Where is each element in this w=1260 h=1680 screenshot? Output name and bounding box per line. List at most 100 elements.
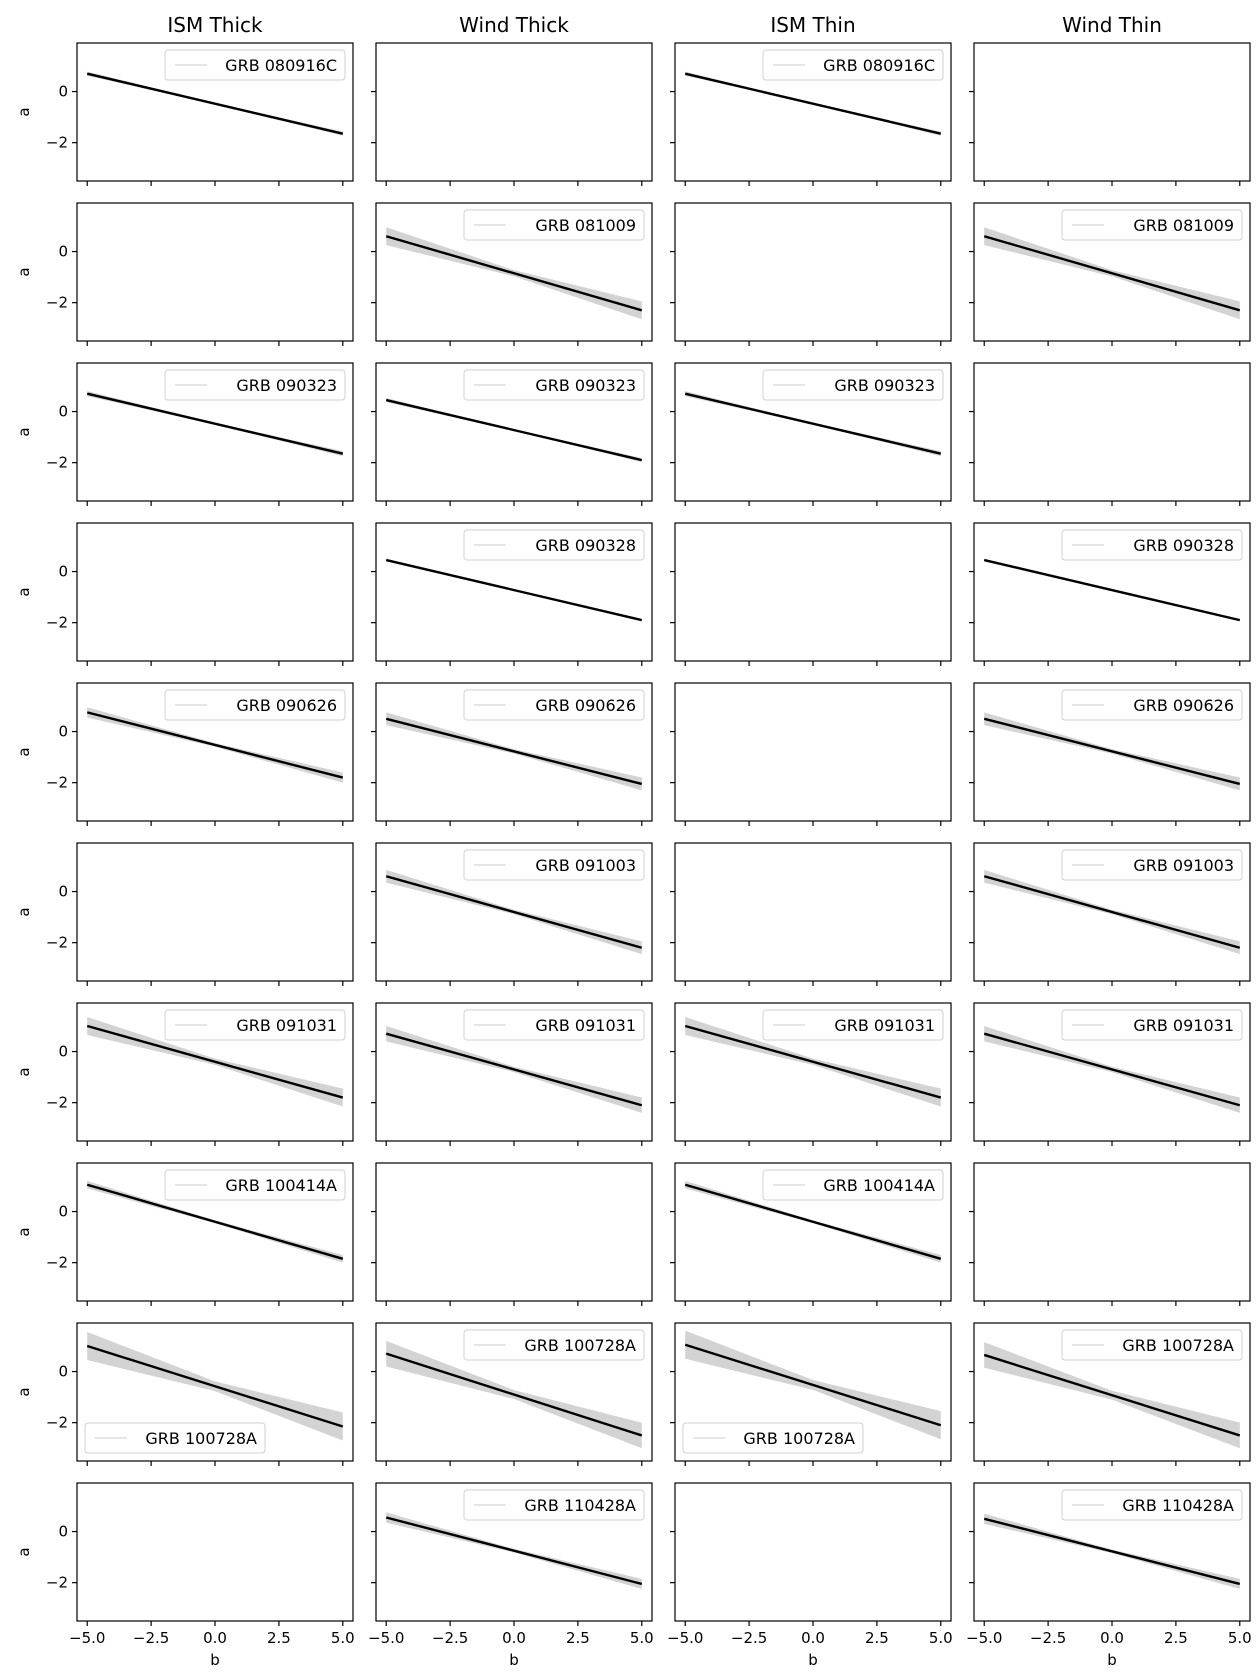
y-axis-label: a: [15, 107, 33, 116]
x-axis-label: b: [210, 1651, 220, 1669]
axes-frame: [674, 42, 952, 182]
panel-r2-c0: 0 −2 a GRB 090323: [15, 362, 354, 506]
panel-r8-c2: GRB 100728A: [670, 1322, 952, 1466]
axes-frame: [973, 42, 1251, 182]
legend-box: [1061, 1009, 1243, 1041]
panel-r8-c1: GRB 100728A: [371, 1322, 653, 1466]
panel-r5-c2: [670, 842, 952, 986]
fit-line: [385, 1352, 643, 1437]
panel-r1-c1: GRB 081009: [371, 202, 653, 346]
panel-r1-c2: [670, 202, 952, 346]
y-axis-label: a: [15, 747, 33, 756]
axes-frame: [76, 202, 354, 342]
x-tick-label: 2.5: [1164, 1629, 1188, 1647]
fit-line: [86, 392, 344, 455]
panel-r5-c0: 0 −2 a: [15, 842, 354, 986]
legend: GRB 100728A: [84, 1422, 266, 1454]
axes-frame: [375, 1482, 653, 1622]
legend: GRB 091003: [463, 849, 645, 881]
y-tick-label: 0: [58, 1043, 68, 1061]
legend: GRB 100728A: [682, 1422, 864, 1454]
x-tick-label: 2.5: [566, 1629, 590, 1647]
fit-line: [86, 1024, 344, 1099]
y-tick-label: −2: [46, 1574, 68, 1592]
y-tick-label: −2: [46, 614, 68, 632]
panel-r4-c0: 0 −2 a GRB 090626: [15, 682, 354, 826]
y-axis-label: a: [15, 587, 33, 596]
axes-frame: [76, 682, 354, 822]
axes-frame: [375, 1162, 653, 1302]
legend-label: GRB 090328: [1133, 536, 1234, 555]
panel-r9-c0: 0 −2 −5.0 −2.5 0.0 2.5 5.0 a b: [15, 1482, 355, 1669]
legend-box: [762, 1169, 944, 1201]
axes-frame: [674, 842, 952, 982]
legend: GRB 091031: [762, 1009, 944, 1041]
fit-line: [983, 1517, 1241, 1586]
x-tick-label: −2.5: [133, 1629, 169, 1647]
legend-box: [463, 1489, 645, 1521]
x-tick-label: −2.5: [731, 1629, 767, 1647]
column-title-ism-thick: ISM Thick: [167, 13, 263, 37]
axes-frame: [76, 362, 354, 502]
x-tick-label: 5.0: [331, 1629, 355, 1647]
axes-frame: [375, 202, 653, 342]
legend: GRB 100728A: [463, 1329, 645, 1361]
fit-line: [684, 1024, 942, 1099]
y-axis-label: a: [15, 1547, 33, 1556]
legend-box: [164, 1169, 346, 1201]
panel-r7-c0: 0 −2 a GRB 100414A: [15, 1162, 354, 1306]
panel-r3-c1: GRB 090328: [371, 522, 653, 666]
axes-frame: [76, 522, 354, 662]
axes-frame: [973, 1162, 1251, 1302]
legend-box: [463, 369, 645, 401]
axes-frame: [375, 42, 653, 182]
legend-box: [762, 1009, 944, 1041]
fit-line: [86, 711, 344, 779]
y-tick-label: −2: [46, 454, 68, 472]
axes-frame: [674, 362, 952, 502]
x-tick-label: −2.5: [432, 1629, 468, 1647]
y-tick-label: 0: [58, 883, 68, 901]
legend-label: GRB 090626: [236, 696, 337, 715]
legend-label: GRB 100728A: [524, 1336, 636, 1355]
panel-r0-c2: GRB 080916C: [670, 42, 952, 186]
panel-r1-c0: 0 −2 a: [15, 202, 354, 346]
panel-r8-c0: 0 −2 a GRB 100728A: [15, 1322, 354, 1466]
y-tick-label: 0: [58, 1363, 68, 1381]
legend-box: [84, 1422, 266, 1454]
axes-frame: [674, 1322, 952, 1462]
legend: GRB 080916C: [762, 49, 944, 81]
y-axis-label: a: [15, 1227, 33, 1236]
legend: GRB 091031: [463, 1009, 645, 1041]
y-tick-label: 0: [58, 403, 68, 421]
legend-label: GRB 081009: [535, 216, 636, 235]
fit-line: [684, 392, 942, 455]
legend-box: [1061, 1489, 1243, 1521]
legend: GRB 090323: [762, 369, 944, 401]
column-titles: ISM Thick Wind Thick ISM Thin Wind Thin: [167, 13, 1161, 37]
fit-line: [385, 717, 643, 786]
y-tick-label: 0: [58, 563, 68, 581]
axes-frame: [973, 682, 1251, 822]
panel-r2-c1: GRB 090323: [371, 362, 653, 506]
y-tick-label: 0: [58, 83, 68, 101]
panel-r6-c0: 0 −2 a GRB 091031: [15, 1002, 354, 1146]
axes-frame: [375, 362, 653, 502]
axes-frame: [674, 202, 952, 342]
panel-grid: 0 −2 a GRB 080916C GRB 080916C 0 −2 a GRB 081009…: [15, 42, 1252, 1669]
legend-label: GRB 090323: [236, 376, 337, 395]
legend-box: [1061, 209, 1243, 241]
x-tick-label: −5.0: [69, 1629, 105, 1647]
panel-r3-c2: [670, 522, 952, 666]
y-axis-label: a: [15, 267, 33, 276]
axes-frame: [375, 842, 653, 982]
column-title-wind-thick: Wind Thick: [459, 13, 569, 37]
x-tick-label: 5.0: [929, 1629, 953, 1647]
legend-box: [1061, 689, 1243, 721]
legend-label: GRB 091031: [1133, 1016, 1234, 1035]
axes-frame: [674, 522, 952, 662]
legend-box: [463, 1009, 645, 1041]
x-tick-label: 0.0: [1100, 1629, 1124, 1647]
fit-line: [385, 875, 643, 949]
